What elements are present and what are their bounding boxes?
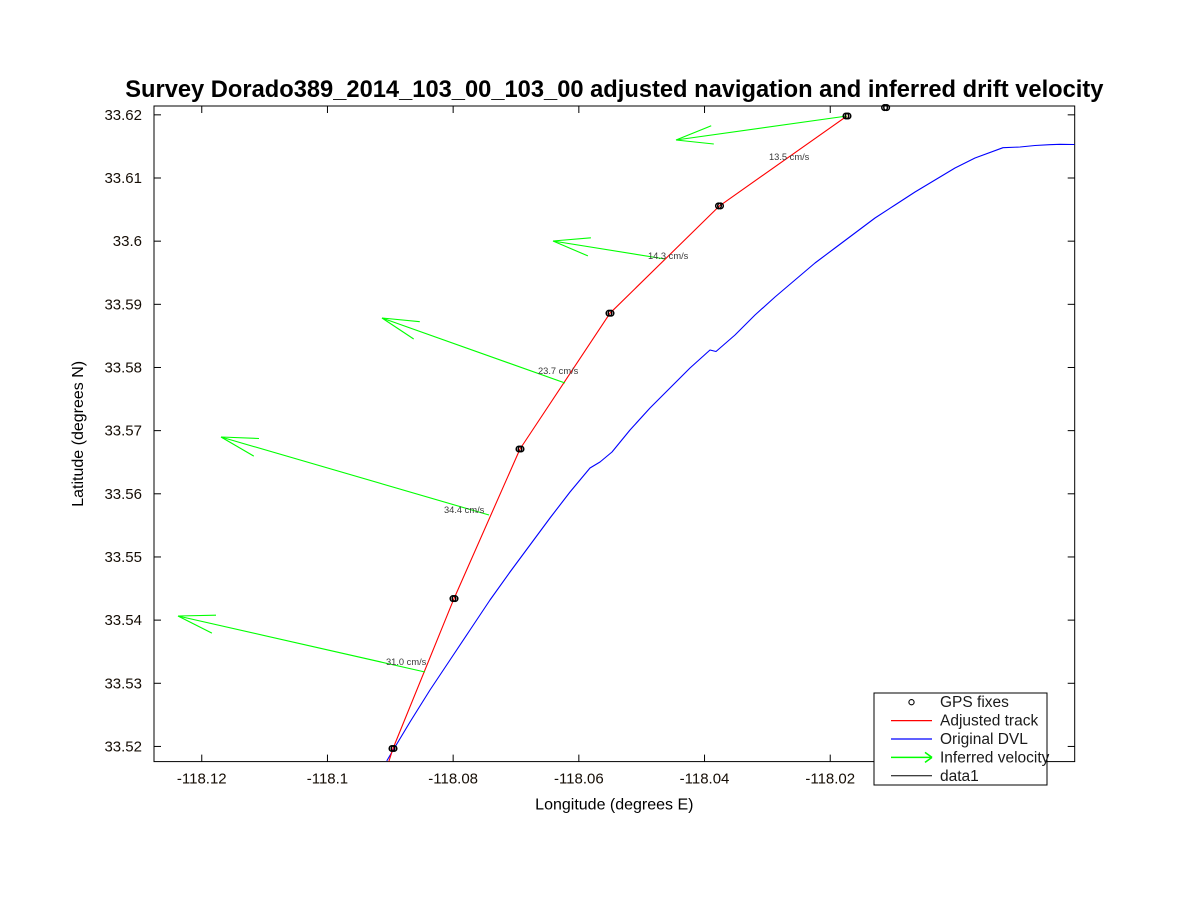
svg-text:33.55: 33.55 <box>104 549 142 566</box>
svg-text:33.52: 33.52 <box>104 738 142 755</box>
svg-text:34.4 cm/s: 34.4 cm/s <box>444 505 485 515</box>
svg-text:-118.08: -118.08 <box>428 771 478 788</box>
svg-text:33.6: 33.6 <box>113 233 142 250</box>
svg-text:Latitude (degrees N): Latitude (degrees N) <box>70 361 87 507</box>
svg-text:13.5 cm/s: 13.5 cm/s <box>769 152 810 162</box>
svg-text:33.61: 33.61 <box>104 170 142 187</box>
svg-text:14.3 cm/s: 14.3 cm/s <box>648 251 689 261</box>
svg-text:33.59: 33.59 <box>104 296 142 313</box>
svg-text:Longitude (degrees E): Longitude (degrees E) <box>535 797 693 814</box>
svg-text:Inferred velocity: Inferred velocity <box>940 749 1050 766</box>
svg-text:data1: data1 <box>940 768 979 785</box>
svg-text:33.58: 33.58 <box>104 359 142 376</box>
svg-text:33.57: 33.57 <box>104 423 142 440</box>
svg-text:-118.12: -118.12 <box>177 771 227 788</box>
svg-text:-118.06: -118.06 <box>554 771 604 788</box>
svg-text:GPS fixes: GPS fixes <box>940 694 1009 711</box>
svg-text:23.7 cm/s: 23.7 cm/s <box>538 366 579 376</box>
svg-text:31.0 cm/s: 31.0 cm/s <box>386 657 427 667</box>
svg-text:33.56: 33.56 <box>104 486 142 503</box>
svg-text:-118.1: -118.1 <box>307 771 348 788</box>
svg-text:33.54: 33.54 <box>104 612 142 629</box>
svg-text:Adjusted track: Adjusted track <box>940 713 1038 730</box>
svg-text:-118.04: -118.04 <box>680 771 730 788</box>
svg-text:33.53: 33.53 <box>104 675 142 692</box>
svg-text:Survey Dorado389_2014_103_00_1: Survey Dorado389_2014_103_00_103_00 adju… <box>125 77 1104 103</box>
svg-text:33.62: 33.62 <box>104 107 142 124</box>
svg-text:-118.02: -118.02 <box>805 771 855 788</box>
svg-text:Original DVL: Original DVL <box>940 731 1028 748</box>
